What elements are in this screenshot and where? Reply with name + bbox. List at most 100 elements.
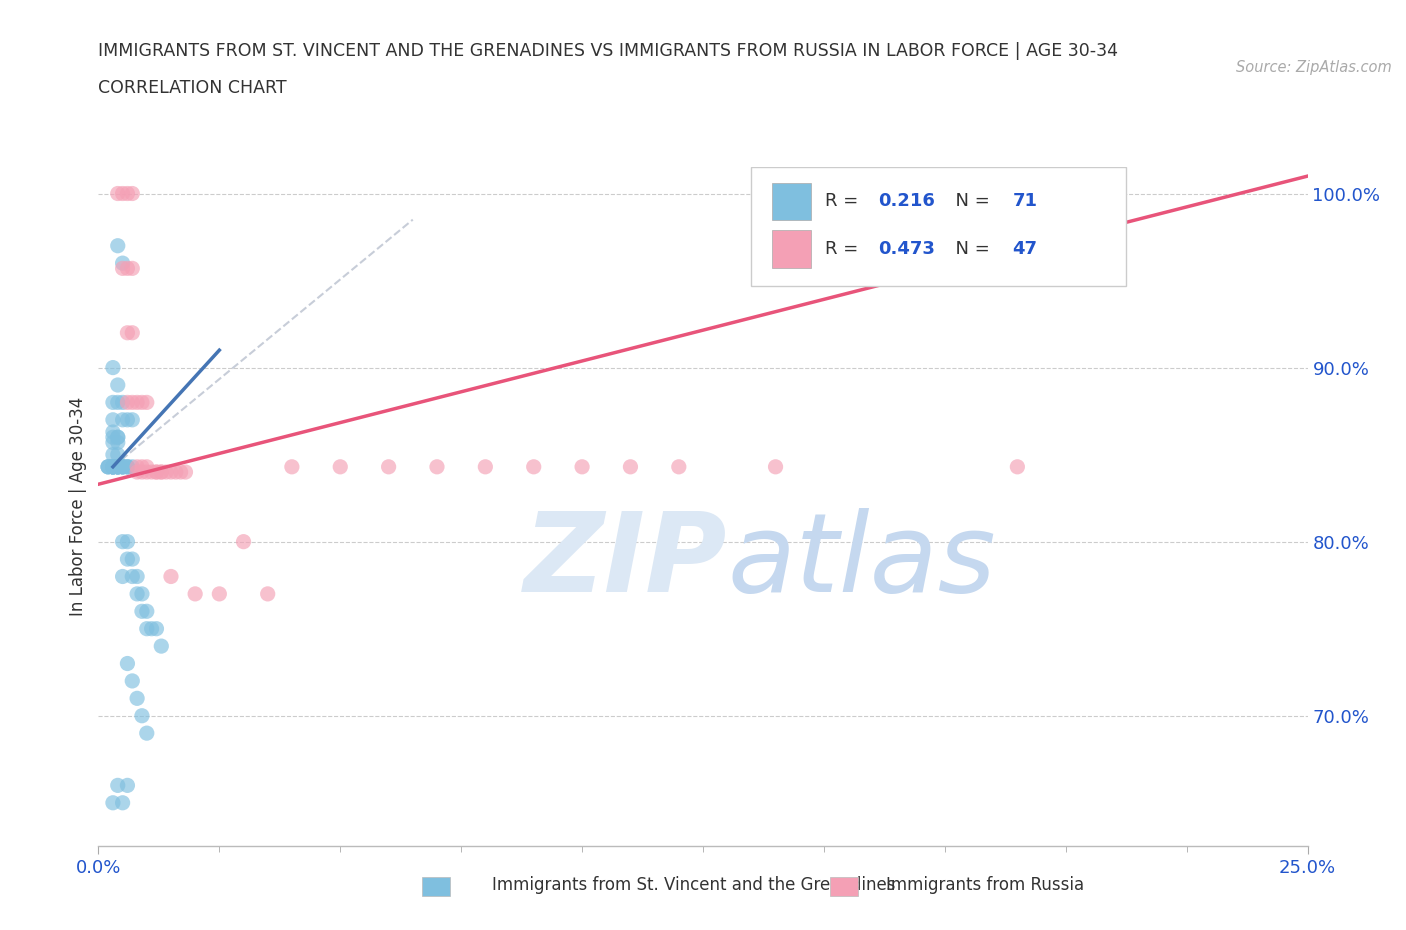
Point xyxy=(127,465,149,480)
Point xyxy=(135,621,157,636)
Point xyxy=(117,395,139,410)
Point xyxy=(121,412,143,427)
Point xyxy=(232,534,254,549)
Point xyxy=(101,459,124,474)
FancyBboxPatch shape xyxy=(772,231,811,268)
Point xyxy=(121,459,143,474)
Point xyxy=(155,465,177,480)
Point xyxy=(111,459,134,474)
Point xyxy=(1094,186,1116,201)
Point xyxy=(117,186,139,201)
Point xyxy=(101,795,124,810)
Point xyxy=(107,459,129,474)
Point xyxy=(141,465,163,480)
Point xyxy=(160,465,183,480)
Point xyxy=(127,691,149,706)
Point xyxy=(111,459,134,474)
Point xyxy=(117,459,139,474)
Point xyxy=(101,459,124,474)
Point xyxy=(97,459,120,474)
Point xyxy=(141,621,163,636)
Point xyxy=(127,395,149,410)
Point xyxy=(107,459,129,474)
Point xyxy=(117,326,139,340)
Point xyxy=(101,459,124,474)
Point xyxy=(1007,459,1029,474)
Point xyxy=(127,587,149,602)
Point xyxy=(117,459,139,474)
Text: 0.216: 0.216 xyxy=(879,193,935,210)
Text: R =: R = xyxy=(825,193,865,210)
Point xyxy=(121,551,143,566)
Point xyxy=(121,569,143,584)
Text: Immigrants from St. Vincent and the Grenadines: Immigrants from St. Vincent and the Gren… xyxy=(492,876,896,895)
Point xyxy=(150,465,173,480)
Point xyxy=(127,459,149,474)
Point xyxy=(101,459,124,474)
Text: ZIP: ZIP xyxy=(523,508,727,615)
Point xyxy=(97,459,120,474)
Point xyxy=(111,256,134,271)
Text: 0.473: 0.473 xyxy=(879,240,935,258)
Y-axis label: In Labor Force | Age 30-34: In Labor Force | Age 30-34 xyxy=(69,397,87,617)
Point xyxy=(131,604,153,618)
Point xyxy=(117,261,139,276)
Point xyxy=(117,777,139,792)
FancyBboxPatch shape xyxy=(751,167,1126,286)
Text: Source: ZipAtlas.com: Source: ZipAtlas.com xyxy=(1236,60,1392,75)
Point xyxy=(117,551,139,566)
Text: 47: 47 xyxy=(1012,240,1038,258)
Point xyxy=(668,459,690,474)
Point xyxy=(208,587,231,602)
Point xyxy=(117,656,139,671)
Point xyxy=(426,459,449,474)
Text: N =: N = xyxy=(943,193,995,210)
Point xyxy=(101,395,124,410)
Point xyxy=(111,261,134,276)
Point xyxy=(117,412,139,427)
Point xyxy=(145,465,167,480)
Point xyxy=(765,459,787,474)
Point xyxy=(107,430,129,445)
Point xyxy=(131,459,153,474)
Point xyxy=(107,459,129,474)
Point xyxy=(145,621,167,636)
Point xyxy=(107,238,129,253)
Point xyxy=(107,777,129,792)
Point xyxy=(145,465,167,480)
Point xyxy=(97,459,120,474)
Point xyxy=(135,465,157,480)
Point xyxy=(111,459,134,474)
Point xyxy=(184,587,207,602)
Point xyxy=(121,261,143,276)
Point xyxy=(107,459,129,474)
Point xyxy=(107,447,129,462)
Point xyxy=(160,569,183,584)
Point xyxy=(523,459,546,474)
Point xyxy=(131,587,153,602)
Point xyxy=(101,447,124,462)
Point xyxy=(256,587,278,602)
Point xyxy=(135,604,157,618)
Point xyxy=(101,425,124,440)
Point xyxy=(107,395,129,410)
Point xyxy=(127,569,149,584)
Text: atlas: atlas xyxy=(727,508,995,615)
Point xyxy=(121,673,143,688)
Point xyxy=(281,459,304,474)
Point xyxy=(135,395,157,410)
Point xyxy=(107,459,129,474)
Point xyxy=(101,459,124,474)
Point xyxy=(619,459,641,474)
Point xyxy=(329,459,352,474)
Point xyxy=(107,459,129,474)
Point xyxy=(131,465,153,480)
Point xyxy=(101,459,124,474)
Text: N =: N = xyxy=(943,240,995,258)
Point xyxy=(377,459,399,474)
Point xyxy=(474,459,496,474)
Point xyxy=(150,465,173,480)
Point xyxy=(165,465,187,480)
Point xyxy=(121,186,143,201)
Point xyxy=(111,795,134,810)
